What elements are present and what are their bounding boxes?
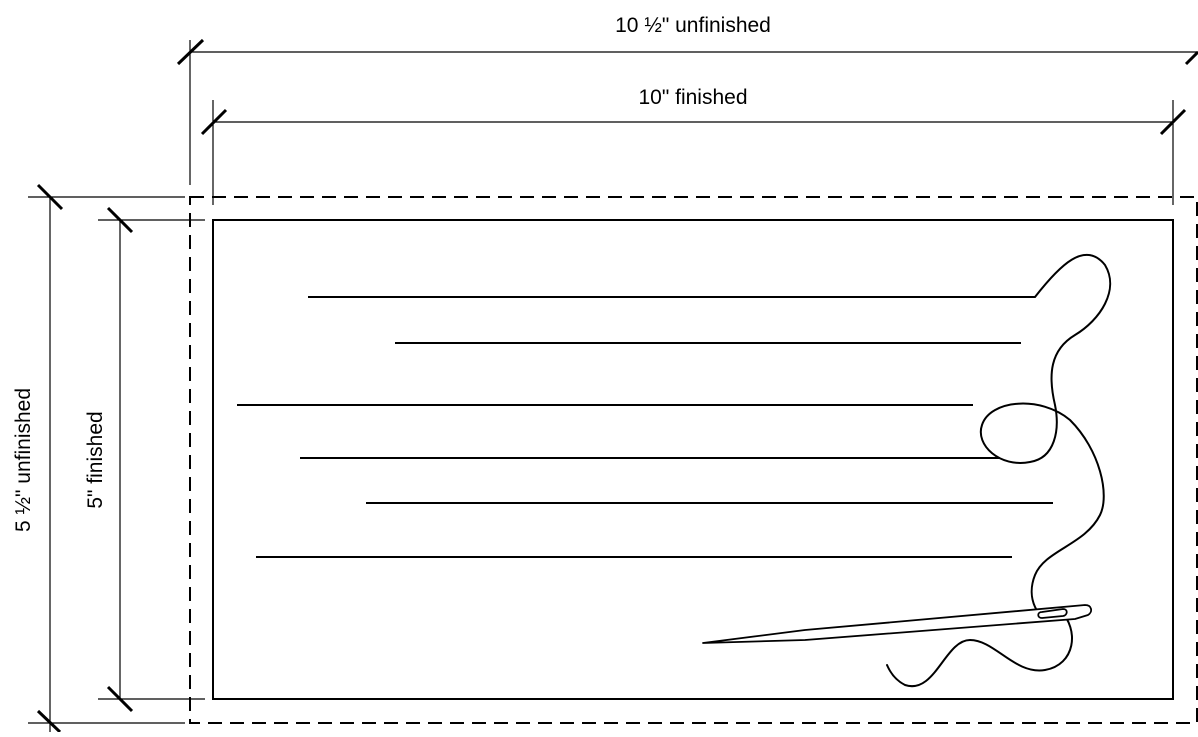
finished-block-outline: [212, 219, 1174, 700]
needle-and-thread-icon: [702, 253, 1112, 688]
width-unfinished-label: 10 ½" unfinished: [615, 14, 771, 37]
needle: [702, 604, 1092, 644]
unfinished-block-outline: [189, 196, 1198, 724]
height-unfinished-tick-bottom: [36, 709, 62, 734]
width-unfinished-tick-right: [1184, 50, 1198, 66]
stitch-lines: [237, 296, 1053, 558]
height-finished-label: 5" finished: [84, 411, 107, 508]
height-unfinished-tick-top: [36, 183, 64, 211]
width-finished-label: 10" finished: [638, 86, 747, 109]
height-unfinished-label: 5 ½" unfinished: [12, 388, 35, 532]
width-finished-tick-right: [1159, 108, 1187, 136]
height-finished-tick-bottom: [106, 685, 134, 713]
width-finished-tick-left: [200, 108, 228, 136]
thread-tail: [886, 609, 1073, 688]
width-finished-dimension: 10" finished: [200, 86, 1187, 205]
height-unfinished-dimension: 5 ½" unfinished: [12, 183, 185, 734]
height-finished-dimension: 5" finished: [84, 206, 205, 713]
height-finished-tick-top: [106, 206, 134, 234]
width-unfinished-tick-left: [176, 38, 205, 66]
thread: [979, 253, 1112, 621]
needle-eye: [1037, 608, 1068, 619]
width-unfinished-dimension: 10 ½" unfinished: [176, 14, 1198, 185]
